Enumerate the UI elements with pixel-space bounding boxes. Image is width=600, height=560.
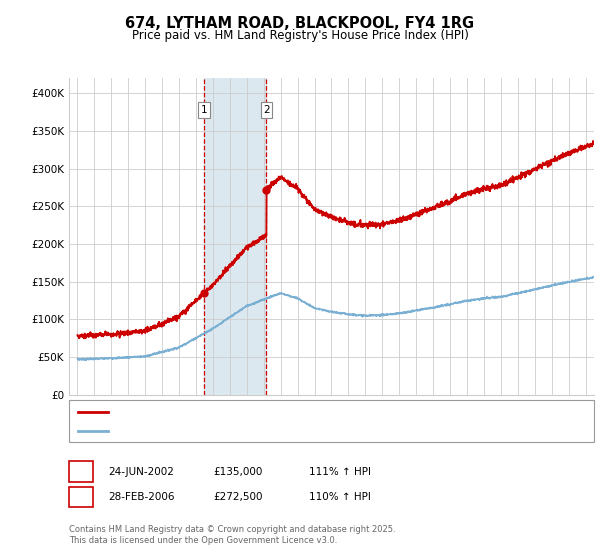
Text: £135,000: £135,000 <box>213 466 262 477</box>
Bar <box>204 78 266 395</box>
Text: 2: 2 <box>77 492 85 502</box>
Text: Price paid vs. HM Land Registry's House Price Index (HPI): Price paid vs. HM Land Registry's House … <box>131 29 469 42</box>
Text: 1: 1 <box>201 105 208 115</box>
Text: HPI: Average price, semi-detached house, Blackpool: HPI: Average price, semi-detached house,… <box>114 426 369 436</box>
Text: 2: 2 <box>263 105 270 115</box>
Text: 674, LYTHAM ROAD, BLACKPOOL, FY4 1RG: 674, LYTHAM ROAD, BLACKPOOL, FY4 1RG <box>125 16 475 31</box>
Text: 111% ↑ HPI: 111% ↑ HPI <box>309 466 371 477</box>
Text: 674, LYTHAM ROAD, BLACKPOOL, FY4 1RG (semi-detached house): 674, LYTHAM ROAD, BLACKPOOL, FY4 1RG (se… <box>114 407 437 417</box>
Text: 110% ↑ HPI: 110% ↑ HPI <box>309 492 371 502</box>
Text: 1: 1 <box>77 466 85 477</box>
Text: 28-FEB-2006: 28-FEB-2006 <box>108 492 175 502</box>
Text: 24-JUN-2002: 24-JUN-2002 <box>108 466 174 477</box>
Text: Contains HM Land Registry data © Crown copyright and database right 2025.
This d: Contains HM Land Registry data © Crown c… <box>69 525 395 545</box>
Text: £272,500: £272,500 <box>213 492 263 502</box>
